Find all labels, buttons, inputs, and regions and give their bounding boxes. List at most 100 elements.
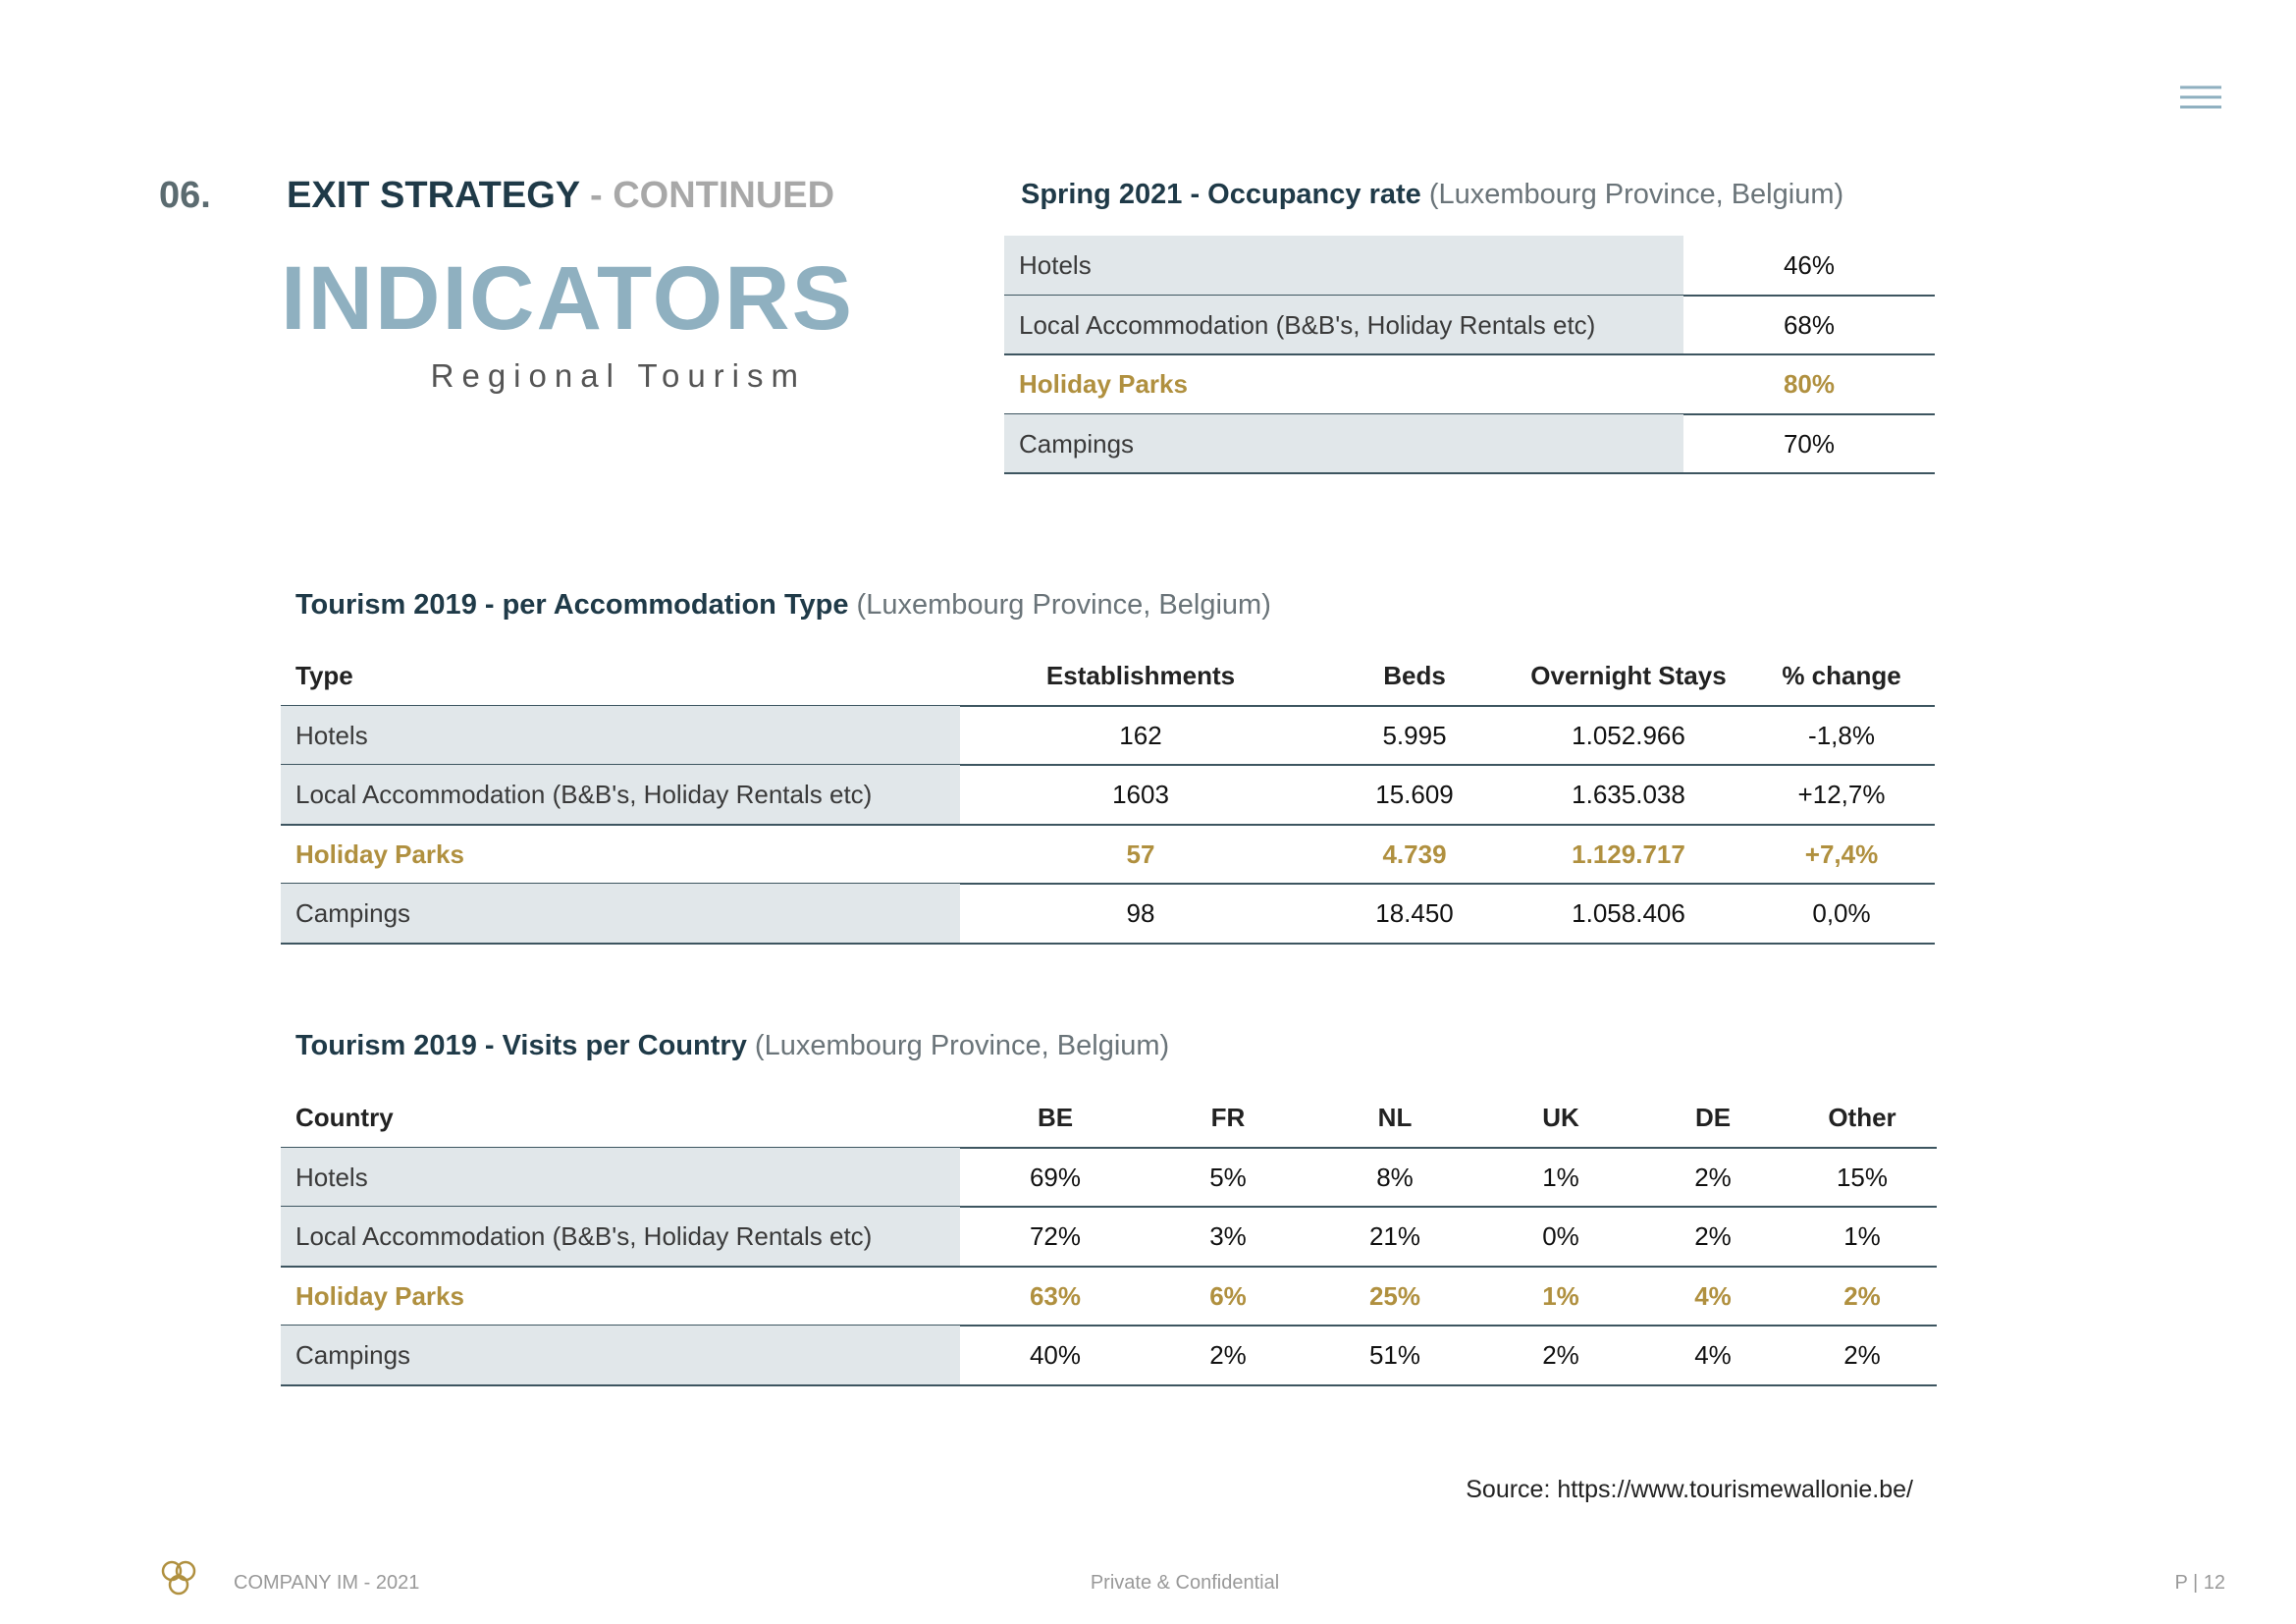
table-title-main: Tourism 2019 - Visits per Country xyxy=(295,1030,747,1061)
rule xyxy=(281,823,1935,826)
cell-value: 70% xyxy=(1783,428,1836,459)
cell-value: 5.995 xyxy=(1382,720,1447,750)
cell-value: 2% xyxy=(1843,1340,1881,1370)
cell-value: 46% xyxy=(1783,250,1836,280)
cell-value: 4% xyxy=(1694,1280,1732,1311)
footer-company: COMPANY IM - 2021 xyxy=(234,1572,420,1594)
table-title-note: (Luxembourg Province, Belgium) xyxy=(1428,179,1844,210)
rule xyxy=(1004,472,1935,474)
table-title-note: (Luxembourg Province, Belgium) xyxy=(754,1030,1170,1061)
row-label: Holiday Parks xyxy=(1019,369,1188,399)
column-header: BE xyxy=(1037,1103,1074,1132)
footer-confidentiality: Private & Confidential xyxy=(1090,1572,1280,1594)
cell-value: 1% xyxy=(1542,1280,1579,1311)
rule xyxy=(281,883,1935,885)
cell-value: 1.058.406 xyxy=(1572,898,1685,928)
label-background xyxy=(281,705,960,765)
column-header: DE xyxy=(1694,1103,1732,1132)
cell-value: 1% xyxy=(1542,1162,1579,1192)
column-header: % change xyxy=(1782,661,1901,690)
cell-value: 4.739 xyxy=(1382,839,1447,869)
section-title: EXIT STRATEGY - CONTINUED xyxy=(287,175,834,217)
menu-icon[interactable] xyxy=(2177,84,2226,114)
cell-value: 0,0% xyxy=(1812,898,1871,928)
table-title: Tourism 2019 - Visits per Country (Luxem… xyxy=(295,1030,1169,1062)
rule xyxy=(281,1146,1937,1149)
cell-value: 6% xyxy=(1209,1280,1247,1311)
row-label: Local Accommodation (B&B's, Holiday Rent… xyxy=(295,1221,873,1251)
cell-value: 162 xyxy=(1119,720,1162,750)
cell-value: 63% xyxy=(1029,1280,1082,1311)
rule xyxy=(281,1206,1937,1208)
cell-value: 1603 xyxy=(1112,780,1169,809)
cell-value: -1,8% xyxy=(1808,720,1875,750)
rule xyxy=(1004,353,1935,355)
row-label: Campings xyxy=(1019,428,1135,459)
cell-value: 80% xyxy=(1783,369,1836,399)
table-title-note: (Luxembourg Province, Belgium) xyxy=(856,589,1271,621)
cell-value: 69% xyxy=(1029,1162,1082,1192)
column-header: FR xyxy=(1210,1103,1246,1132)
title: EXIT STRATEGY xyxy=(287,175,580,216)
footer-page: P | 12 xyxy=(2174,1572,2225,1594)
column-header: Establishments xyxy=(1045,661,1236,690)
row-label: Local Accommodation (B&B's, Holiday Rent… xyxy=(295,780,873,809)
rule xyxy=(281,1383,1937,1386)
column-header: UK xyxy=(1542,1103,1579,1132)
table-title: Spring 2021 - Occupancy rate (Luxembourg… xyxy=(1021,179,1843,211)
row-label: Hotels xyxy=(295,1162,368,1192)
row-label: Holiday Parks xyxy=(295,1280,464,1311)
cell-value: 8% xyxy=(1376,1162,1414,1192)
table-title-main: Tourism 2019 - per Accommodation Type xyxy=(295,589,849,621)
table-title-main: Spring 2021 - Occupancy rate xyxy=(1021,179,1421,210)
cell-value: 51% xyxy=(1368,1340,1421,1370)
table-title: Tourism 2019 - per Accommodation Type (L… xyxy=(295,589,1271,622)
cell-value: 1.129.717 xyxy=(1572,839,1685,869)
rule xyxy=(281,1265,1937,1268)
cell-value: 21% xyxy=(1368,1221,1421,1251)
label-background xyxy=(281,1326,960,1385)
label-background xyxy=(1004,295,1683,354)
column-header: Overnight Stays xyxy=(1530,661,1727,690)
cell-value: 2% xyxy=(1209,1340,1247,1370)
label-background xyxy=(281,884,960,944)
label-background xyxy=(1004,413,1683,473)
source: Source: https://www.tourismewallonie.be/ xyxy=(1466,1476,1913,1503)
column-header: Other xyxy=(1828,1103,1896,1132)
rule xyxy=(281,942,1935,945)
cell-value: 1% xyxy=(1843,1221,1881,1251)
cell-value: 2% xyxy=(1843,1280,1881,1311)
column-header: NL xyxy=(1377,1103,1413,1132)
label-background xyxy=(281,1147,960,1207)
row-label: Local Accommodation (B&B's, Holiday Rent… xyxy=(1019,309,1596,340)
cell-value: 72% xyxy=(1029,1221,1082,1251)
column-header: Country xyxy=(295,1103,394,1132)
heading: INDICATORS xyxy=(281,248,854,349)
cell-value: 2% xyxy=(1694,1221,1732,1251)
cell-value: 5% xyxy=(1209,1162,1247,1192)
rule xyxy=(281,1325,1937,1326)
cell-value: 1.635.038 xyxy=(1572,780,1685,809)
logo xyxy=(161,1560,196,1596)
row-label: Hotels xyxy=(295,720,368,750)
section-number: 06. xyxy=(159,175,211,216)
label-background xyxy=(281,1207,960,1267)
cell-value: 3% xyxy=(1209,1221,1247,1251)
label-background xyxy=(1004,236,1683,296)
subheading: Regional Tourism xyxy=(430,357,806,394)
rule xyxy=(281,764,1935,766)
cell-value: +7,4% xyxy=(1804,839,1879,869)
row-label: Campings xyxy=(295,898,411,928)
row-label: Hotels xyxy=(1019,250,1092,280)
cell-value: 25% xyxy=(1368,1280,1421,1311)
column-header: Type xyxy=(295,661,353,690)
cell-value: 18.450 xyxy=(1375,898,1454,928)
cell-value: 40% xyxy=(1029,1340,1082,1370)
row-label: Campings xyxy=(295,1340,411,1370)
label-background xyxy=(281,765,960,825)
title-suffix: - CONTINUED xyxy=(589,175,835,216)
cell-value: +12,7% xyxy=(1797,780,1886,809)
cell-value: 1.052.966 xyxy=(1572,720,1685,750)
cell-value: 2% xyxy=(1694,1162,1732,1192)
